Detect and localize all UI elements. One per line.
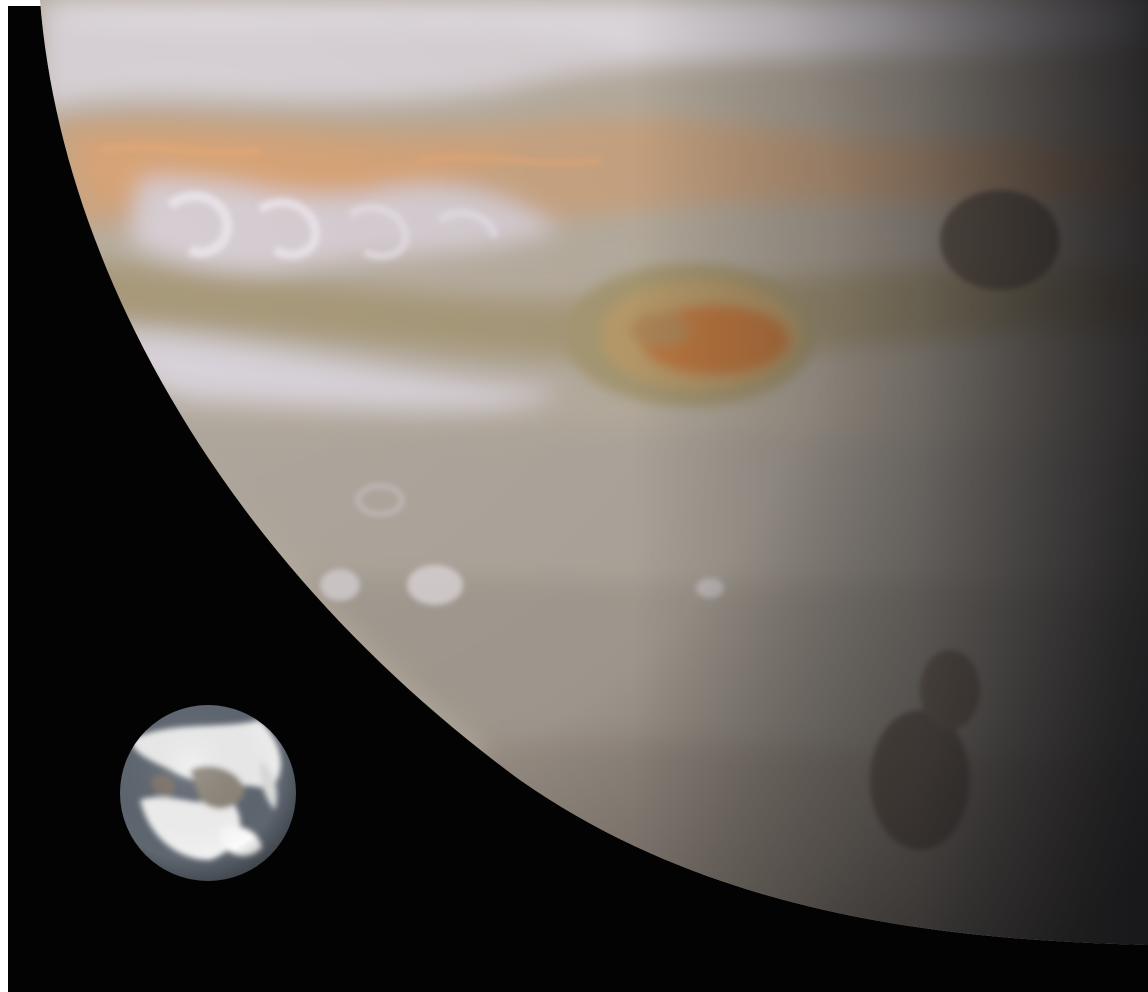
earth bbox=[120, 705, 296, 881]
